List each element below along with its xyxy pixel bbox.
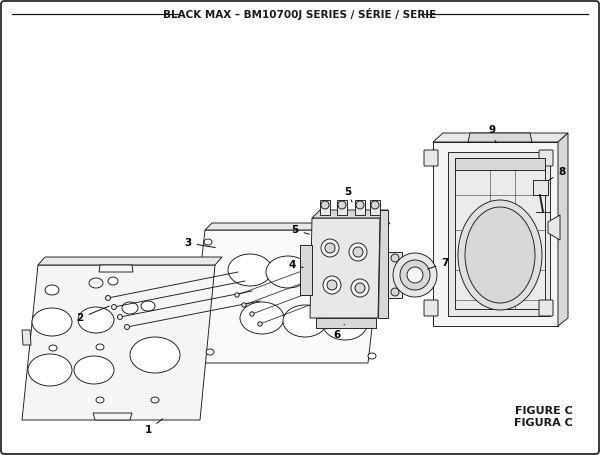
Circle shape — [323, 276, 341, 294]
FancyBboxPatch shape — [539, 300, 553, 316]
Circle shape — [106, 295, 110, 300]
Circle shape — [258, 322, 262, 326]
FancyBboxPatch shape — [370, 200, 380, 215]
Ellipse shape — [49, 345, 57, 351]
Text: 6: 6 — [334, 324, 344, 340]
Circle shape — [112, 304, 116, 309]
Ellipse shape — [28, 354, 72, 386]
FancyBboxPatch shape — [424, 300, 438, 316]
Polygon shape — [433, 142, 558, 326]
Text: FIGURE C: FIGURE C — [515, 406, 573, 416]
Ellipse shape — [283, 305, 327, 337]
Polygon shape — [205, 223, 390, 230]
Polygon shape — [455, 158, 545, 309]
Circle shape — [125, 324, 130, 329]
Circle shape — [371, 201, 379, 209]
Circle shape — [400, 260, 430, 290]
Circle shape — [242, 303, 246, 307]
Ellipse shape — [96, 397, 104, 403]
Circle shape — [391, 288, 399, 296]
Text: FIGURA C: FIGURA C — [514, 418, 573, 428]
Ellipse shape — [206, 349, 214, 355]
Text: 1: 1 — [145, 419, 163, 435]
Polygon shape — [300, 245, 312, 295]
Circle shape — [327, 280, 337, 290]
Circle shape — [118, 314, 122, 319]
Ellipse shape — [228, 254, 272, 286]
Polygon shape — [22, 330, 31, 345]
Ellipse shape — [240, 302, 284, 334]
Circle shape — [325, 243, 335, 253]
Polygon shape — [378, 210, 388, 318]
FancyBboxPatch shape — [355, 200, 365, 215]
Text: 8: 8 — [548, 167, 566, 181]
Circle shape — [338, 201, 346, 209]
Text: 7: 7 — [428, 258, 449, 269]
Text: 5: 5 — [344, 187, 352, 202]
Circle shape — [391, 254, 399, 262]
Ellipse shape — [108, 277, 118, 285]
Polygon shape — [548, 215, 560, 240]
Ellipse shape — [32, 308, 72, 336]
Ellipse shape — [130, 337, 180, 373]
Polygon shape — [433, 133, 568, 142]
Ellipse shape — [151, 397, 159, 403]
Polygon shape — [38, 257, 222, 265]
Polygon shape — [448, 152, 550, 316]
Circle shape — [393, 253, 437, 297]
Circle shape — [353, 247, 363, 257]
Polygon shape — [558, 133, 568, 326]
Text: BLACK MAX – BM10700J SERIES / SÉRIE / SERIE: BLACK MAX – BM10700J SERIES / SÉRIE / SE… — [163, 9, 437, 20]
Ellipse shape — [266, 256, 310, 288]
Polygon shape — [93, 413, 132, 420]
Polygon shape — [388, 252, 402, 298]
Ellipse shape — [45, 285, 59, 295]
Ellipse shape — [74, 356, 114, 384]
Ellipse shape — [458, 200, 542, 310]
Circle shape — [235, 293, 239, 297]
FancyBboxPatch shape — [337, 200, 347, 215]
Polygon shape — [468, 133, 532, 142]
Circle shape — [250, 312, 254, 316]
Ellipse shape — [89, 278, 103, 288]
Ellipse shape — [141, 301, 155, 311]
Polygon shape — [190, 230, 383, 363]
Polygon shape — [99, 265, 133, 272]
Circle shape — [351, 279, 369, 297]
Text: 5: 5 — [292, 225, 310, 235]
FancyBboxPatch shape — [424, 150, 438, 166]
Circle shape — [355, 283, 365, 293]
Ellipse shape — [78, 307, 114, 333]
Ellipse shape — [323, 308, 367, 340]
Polygon shape — [312, 210, 388, 218]
Polygon shape — [455, 158, 545, 170]
Text: 9: 9 — [488, 125, 496, 143]
Polygon shape — [533, 180, 548, 195]
Circle shape — [349, 243, 367, 261]
Text: 3: 3 — [184, 238, 215, 248]
Ellipse shape — [465, 207, 535, 303]
Polygon shape — [22, 265, 215, 420]
Ellipse shape — [368, 353, 376, 359]
Circle shape — [407, 267, 423, 283]
Circle shape — [321, 201, 329, 209]
Ellipse shape — [122, 302, 138, 314]
Polygon shape — [316, 318, 376, 328]
Ellipse shape — [306, 258, 350, 290]
Text: 4: 4 — [289, 260, 303, 270]
FancyBboxPatch shape — [539, 150, 553, 166]
FancyBboxPatch shape — [320, 200, 330, 215]
Ellipse shape — [204, 239, 212, 245]
Ellipse shape — [366, 243, 374, 249]
Ellipse shape — [96, 344, 104, 350]
Circle shape — [356, 201, 364, 209]
Polygon shape — [310, 218, 380, 318]
Circle shape — [321, 239, 339, 257]
Text: 2: 2 — [76, 306, 109, 323]
